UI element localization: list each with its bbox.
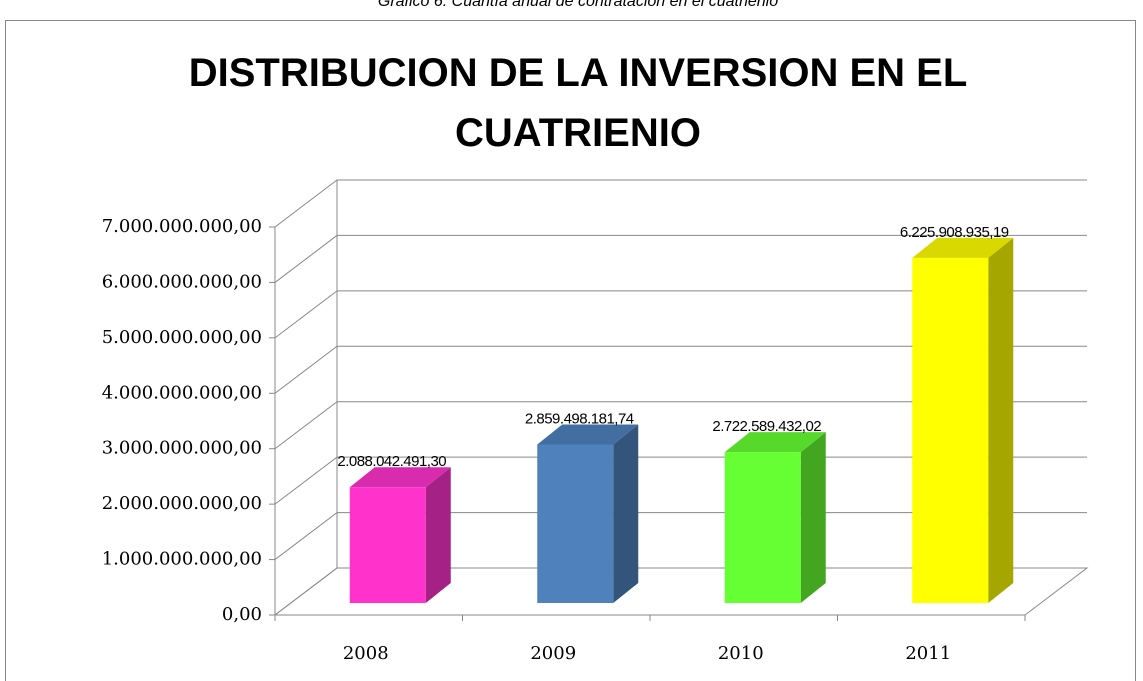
bar [537, 444, 614, 603]
x-tick-label: 2010 [718, 643, 764, 664]
grid-line [274, 456, 1087, 505]
grid-line [274, 401, 1087, 450]
bar-top [724, 432, 826, 453]
y-tick-label: 5.000.000.000,00 [102, 327, 262, 348]
bar-top [349, 467, 451, 488]
y-tick-label: 0,00 [222, 604, 262, 625]
bar-top [537, 424, 639, 445]
grid-line [274, 567, 1087, 616]
y-tick-label: 7.000.000.000,00 [102, 216, 262, 237]
grid-line [274, 290, 1087, 339]
bar-side [613, 424, 639, 603]
value-label: 2.859.498.181,74 [525, 410, 634, 427]
bar [724, 452, 801, 603]
bar [912, 257, 989, 603]
value-label: 6.225.908.935,19 [900, 224, 1009, 241]
y-tick-label: 1.000.000.000,00 [102, 549, 262, 570]
bar-top [912, 237, 1014, 258]
x-tick-label: 2008 [343, 643, 389, 664]
chart-frame [5, 20, 1136, 681]
grid-line [274, 512, 1087, 560]
caption: Gráfico 6. Cuantía anual de contratación… [378, 0, 778, 10]
bar-side [988, 237, 1014, 603]
x-tick-label: 2011 [905, 643, 951, 664]
bar-side [800, 432, 826, 603]
grid-line [274, 234, 1087, 283]
y-tick-label: 2.000.000.000,00 [102, 493, 262, 514]
y-tick-label: 3.000.000.000,00 [102, 438, 262, 459]
chart-title: DISTRIBUCION DE LA INVERSION EN EL CUATRI… [189, 51, 968, 155]
x-tick-label: 2009 [530, 643, 576, 664]
bar [349, 487, 426, 603]
value-label: 2.088.042.491,30 [337, 453, 446, 470]
bar-side [425, 467, 451, 603]
y-tick-label: 6.000.000.000,00 [102, 271, 262, 292]
grid-line [274, 179, 1087, 228]
grid-line [274, 345, 1087, 394]
value-label: 2.722.589.432,02 [712, 418, 821, 435]
y-tick-label: 4.000.000.000,00 [102, 382, 262, 403]
